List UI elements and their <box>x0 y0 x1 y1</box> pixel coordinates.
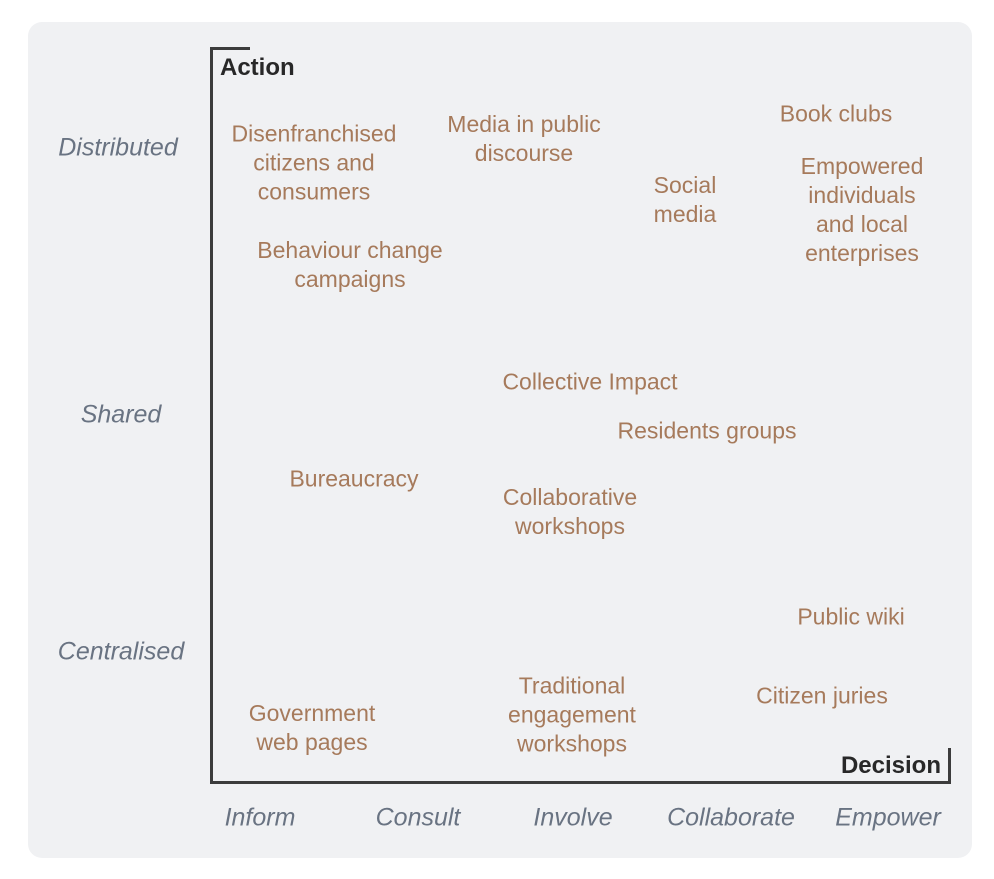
x-axis-label-consult: Consult <box>375 803 461 832</box>
x-axis-label-involve: Involve <box>533 803 613 832</box>
plot-item: Behaviour change campaigns <box>257 237 443 292</box>
x-axis-label-collaborate: Collaborate <box>667 803 795 832</box>
plot-item: Social media <box>653 172 717 227</box>
plot-item: Disenfranchised citizens and consumers <box>231 120 397 205</box>
x-axis-end-tick <box>948 748 951 784</box>
plot-item: Residents groups <box>617 417 797 444</box>
x-axis-end-label: Decision <box>840 752 941 779</box>
matrix-card: Action Decision Distributed Shared Central… <box>28 22 972 858</box>
plot-item: Media in public discourse <box>447 111 601 166</box>
y-axis-end-label: Action <box>220 54 295 81</box>
plot-item: Empowered individuals and local enterprises <box>800 153 924 266</box>
plot-item: Citizen juries <box>756 682 888 709</box>
x-axis-line <box>210 781 951 784</box>
y-axis-label-shared: Shared <box>80 400 162 429</box>
x-axis-label-inform: Inform <box>224 803 296 832</box>
y-axis-label-distributed: Distributed <box>58 133 178 162</box>
plot-item: Collective Impact <box>502 368 678 395</box>
plot-item: Traditional engagement workshops <box>508 672 636 757</box>
y-axis-end-tick <box>210 47 250 50</box>
plot-item: Bureaucracy <box>289 465 419 492</box>
x-axis-label-empower: Empower <box>835 803 941 832</box>
y-axis-label-centralised: Centralised <box>57 637 185 666</box>
plot-item: Government web pages <box>248 700 376 755</box>
plot-item: Collaborative workshops <box>502 484 638 539</box>
plot-item: Public wiki <box>797 603 905 630</box>
plot-item: Book clubs <box>779 100 893 127</box>
y-axis-line <box>210 47 213 784</box>
